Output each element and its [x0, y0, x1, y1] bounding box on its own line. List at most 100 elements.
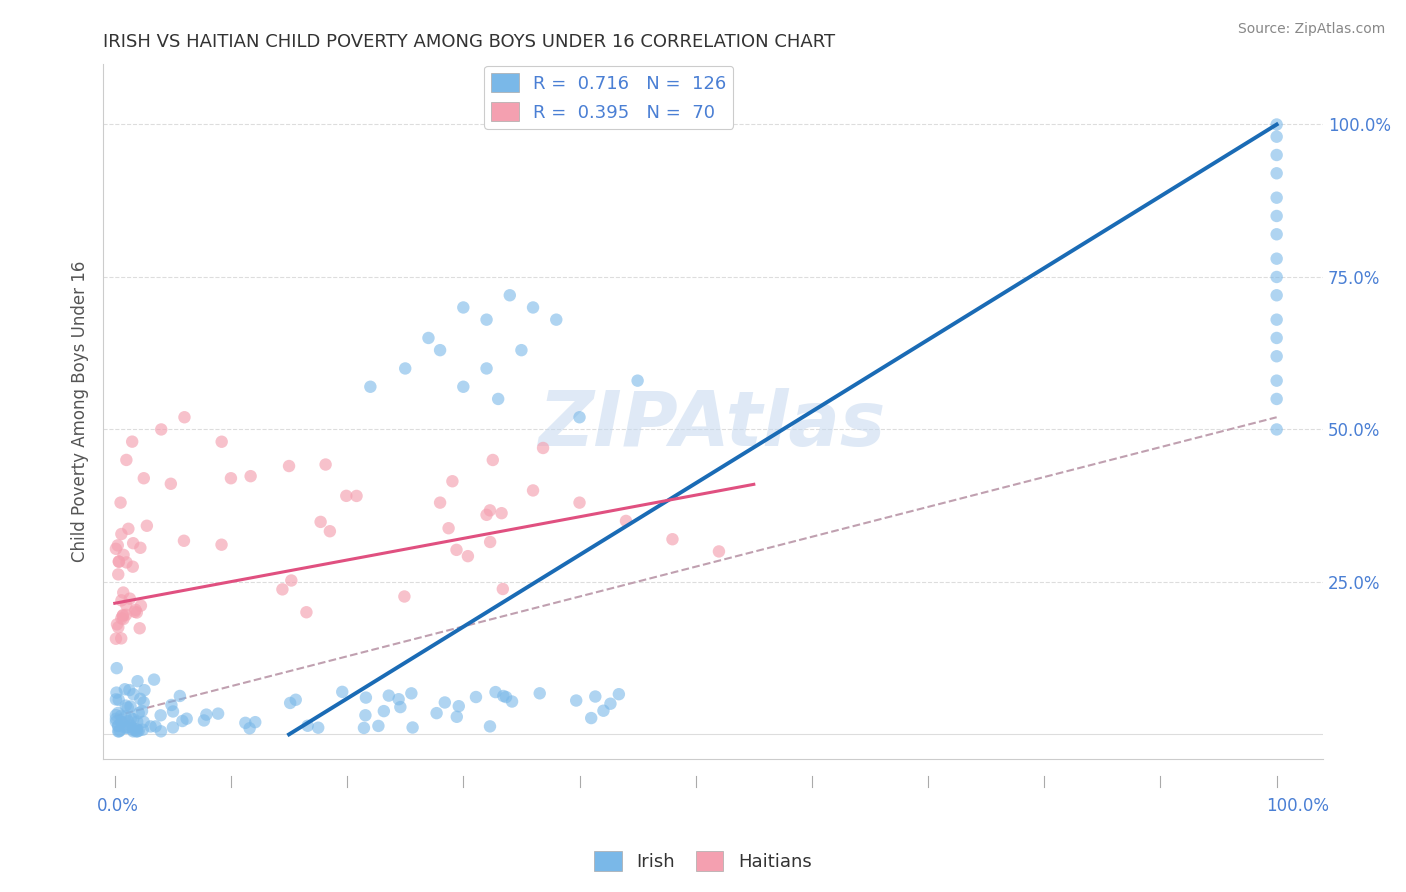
- Point: [122, 724, 145, 739]
- Point: [104, 708, 127, 723]
- Point: [522, 301, 544, 315]
- Point: [330, 685, 353, 699]
- Point: [107, 719, 129, 733]
- Point: [499, 288, 522, 302]
- Point: [367, 719, 389, 733]
- Text: 100.0%: 100.0%: [1267, 797, 1329, 815]
- Point: [245, 715, 267, 730]
- Point: [173, 533, 195, 548]
- Point: [1265, 191, 1288, 205]
- Point: [115, 556, 138, 570]
- Point: [446, 542, 468, 557]
- Point: [139, 719, 162, 733]
- Legend: R =  0.716   N =  126, R =  0.395   N =  70: R = 0.716 N = 126, R = 0.395 N = 70: [484, 66, 734, 128]
- Point: [475, 312, 498, 326]
- Point: [1265, 252, 1288, 266]
- Point: [110, 709, 132, 723]
- Point: [173, 410, 195, 425]
- Point: [104, 692, 127, 706]
- Point: [353, 721, 375, 735]
- Point: [492, 582, 515, 596]
- Point: [354, 690, 377, 705]
- Point: [335, 489, 357, 503]
- Point: [107, 567, 129, 582]
- Point: [707, 544, 730, 558]
- Point: [122, 712, 145, 726]
- Point: [176, 712, 198, 726]
- Point: [107, 706, 129, 720]
- Point: [120, 718, 142, 732]
- Point: [129, 599, 152, 613]
- Text: IRISH VS HAITIAN CHILD POVERTY AMONG BOYS UNDER 16 CORRELATION CHART: IRISH VS HAITIAN CHILD POVERTY AMONG BOY…: [103, 33, 835, 51]
- Point: [278, 458, 301, 473]
- Point: [118, 683, 141, 698]
- Point: [132, 695, 155, 709]
- Point: [491, 506, 513, 520]
- Point: [401, 721, 423, 735]
- Point: [478, 503, 501, 517]
- Point: [429, 495, 451, 509]
- Point: [110, 715, 132, 730]
- Point: [104, 541, 127, 556]
- Point: [107, 724, 129, 739]
- Point: [583, 690, 606, 704]
- Point: [446, 710, 468, 724]
- Point: [475, 508, 498, 522]
- Point: [401, 686, 423, 700]
- Point: [437, 521, 460, 535]
- Point: [160, 698, 183, 712]
- Point: [128, 621, 150, 635]
- Point: [145, 719, 167, 733]
- Point: [111, 608, 134, 623]
- Point: [107, 693, 129, 707]
- Point: [271, 582, 294, 597]
- Point: [568, 495, 591, 509]
- Point: [127, 674, 149, 689]
- Point: [481, 453, 503, 467]
- Point: [124, 722, 146, 736]
- Point: [607, 687, 630, 701]
- Point: [1265, 392, 1288, 406]
- Point: [159, 476, 181, 491]
- Point: [378, 689, 401, 703]
- Y-axis label: Child Poverty Among Boys Under 16: Child Poverty Among Boys Under 16: [72, 260, 89, 562]
- Point: [626, 374, 648, 388]
- Point: [132, 471, 155, 485]
- Point: [1265, 288, 1288, 302]
- Point: [457, 549, 479, 563]
- Point: [522, 483, 544, 498]
- Point: [110, 632, 132, 646]
- Point: [394, 361, 416, 376]
- Point: [150, 724, 173, 739]
- Text: 0.0%: 0.0%: [97, 797, 139, 815]
- Point: [346, 489, 368, 503]
- Point: [125, 606, 148, 620]
- Point: [1265, 331, 1288, 345]
- Point: [315, 458, 337, 472]
- Point: [120, 699, 142, 714]
- Point: [479, 535, 502, 549]
- Point: [131, 704, 153, 718]
- Point: [492, 689, 515, 703]
- Point: [389, 700, 412, 714]
- Point: [484, 685, 506, 699]
- Point: [110, 593, 132, 607]
- Point: [108, 724, 131, 739]
- Point: [219, 471, 242, 485]
- Point: [128, 723, 150, 738]
- Point: [108, 555, 131, 569]
- Point: [117, 714, 139, 728]
- Point: [117, 700, 139, 714]
- Point: [104, 714, 127, 729]
- Point: [112, 548, 135, 562]
- Point: [529, 686, 551, 700]
- Text: Source: ZipAtlas.com: Source: ZipAtlas.com: [1237, 22, 1385, 37]
- Point: [373, 704, 395, 718]
- Point: [354, 708, 377, 723]
- Point: [239, 469, 262, 483]
- Point: [211, 538, 233, 552]
- Point: [107, 620, 129, 634]
- Point: [127, 724, 149, 739]
- Point: [128, 706, 150, 720]
- Point: [193, 714, 215, 728]
